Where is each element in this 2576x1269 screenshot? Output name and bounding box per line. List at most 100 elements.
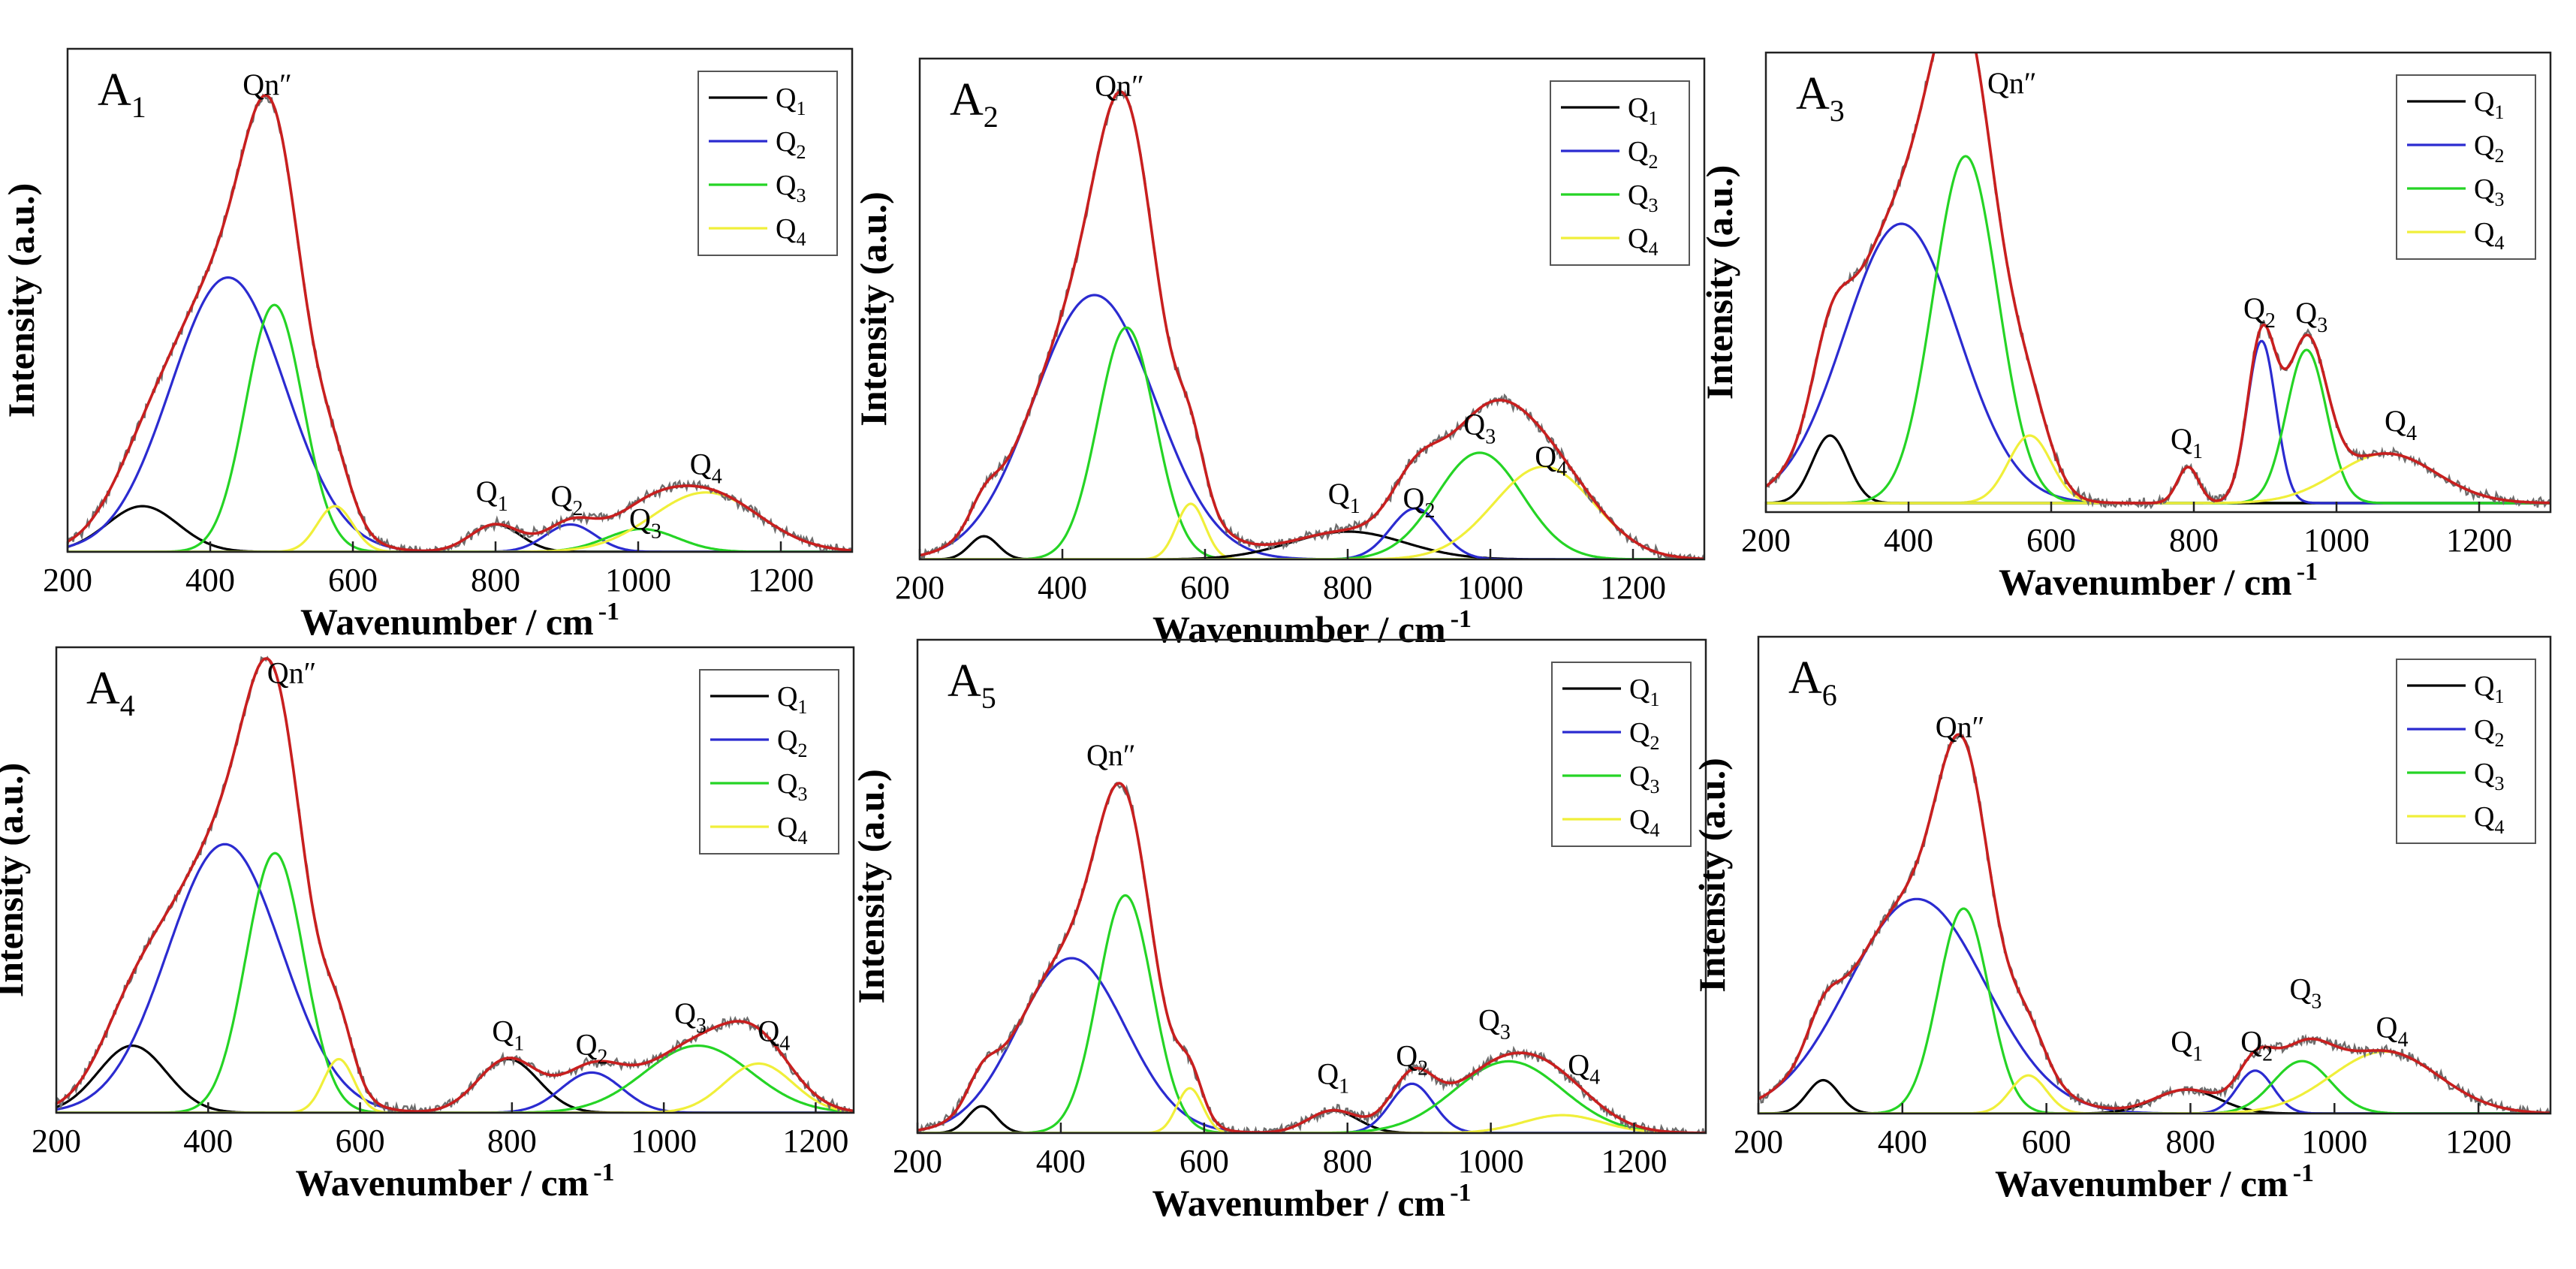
legend-label-q4: Q4 bbox=[1628, 223, 1658, 260]
peak-annotation-3: Q2 bbox=[551, 479, 583, 520]
peak-annotation-base: Q bbox=[2240, 1024, 2262, 1058]
peak-annotation-base: Q bbox=[551, 479, 573, 513]
x-tick-label-800: 800 bbox=[2169, 522, 2219, 559]
x-tick-label-200: 200 bbox=[43, 562, 92, 598]
peak-annotation-1: Qn″ bbox=[1936, 710, 1985, 743]
peak-component-q4-8 bbox=[920, 465, 1704, 559]
legend-label-base: Q bbox=[776, 170, 796, 201]
legend-label-q2: Q2 bbox=[776, 126, 806, 163]
peak-component-q3-7 bbox=[56, 1044, 854, 1113]
peak-component-q2-2 bbox=[917, 957, 1706, 1133]
legend-label-base: Q bbox=[1629, 674, 1650, 705]
peak-annotation-base: Q bbox=[758, 1014, 779, 1048]
peak-annotation-3: Q2 bbox=[1396, 1038, 1428, 1080]
legend-label-q4: Q4 bbox=[776, 213, 806, 250]
peak-annotation-3: Q2 bbox=[2243, 291, 2276, 333]
peak-annotation-4: Q3 bbox=[1478, 1003, 1511, 1044]
peak-annotation-subscript: 2 bbox=[1424, 499, 1435, 523]
x-tick-label-400: 400 bbox=[1036, 1143, 1086, 1180]
legend-label-subscript: 4 bbox=[2494, 232, 2504, 254]
peak-annotation-subscript: 3 bbox=[1500, 1021, 1511, 1044]
legend-label-subscript: 4 bbox=[1650, 819, 1659, 841]
cumulative-fit-line bbox=[1766, 53, 2550, 505]
x-tick-label-800: 800 bbox=[1323, 569, 1372, 606]
legend-label-q1: Q1 bbox=[777, 681, 807, 718]
legend-label-base: Q bbox=[2474, 801, 2494, 833]
legend-label-q4: Q4 bbox=[777, 812, 807, 849]
peak-annotation-subscript: 1 bbox=[1350, 495, 1360, 518]
x-axis-title-superscript: -1 bbox=[2293, 1159, 2314, 1187]
x-tick-label-1200: 1200 bbox=[782, 1123, 848, 1159]
x-tick-label-600: 600 bbox=[2022, 1123, 2071, 1160]
y-axis-title: Intensity (a.u.) bbox=[1691, 758, 1733, 993]
x-tick-label-600: 600 bbox=[328, 562, 378, 598]
legend-label-subscript: 2 bbox=[1650, 732, 1659, 754]
panel-label-subscript: 2 bbox=[984, 100, 999, 134]
legend-label-q3: Q3 bbox=[2474, 173, 2504, 210]
x-axis-title-main: Wavenumber / cm bbox=[1999, 561, 2292, 603]
legend-label-subscript: 1 bbox=[796, 98, 806, 119]
x-tick-label-200: 200 bbox=[1741, 522, 1791, 559]
x-tick-label-400: 400 bbox=[1884, 522, 1933, 559]
x-tick-label-800: 800 bbox=[471, 562, 520, 598]
legend-label-base: Q bbox=[2474, 671, 2494, 702]
x-axis-title-superscript: -1 bbox=[1451, 605, 1472, 633]
x-axis-title-main: Wavenumber / cm bbox=[1995, 1162, 2288, 1204]
peak-annotation-4: Q3 bbox=[1463, 407, 1496, 448]
peak-annotation-subscript: 2 bbox=[572, 497, 583, 520]
peak-annotation-base: Q bbox=[1396, 1038, 1418, 1072]
legend-label-subscript: 3 bbox=[796, 185, 806, 206]
legend-label-subscript: 3 bbox=[2494, 188, 2504, 210]
legend-label-subscript: 3 bbox=[797, 783, 807, 805]
x-tick-label-200: 200 bbox=[893, 1143, 942, 1180]
x-axis-title-superscript: -1 bbox=[1450, 1179, 1471, 1207]
peak-annotation-1: Qn″ bbox=[1987, 66, 2037, 100]
x-axis-title-main: Wavenumber / cm bbox=[1152, 608, 1446, 650]
peak-annotation-1: Qn″ bbox=[267, 656, 317, 690]
peak-annotation-base: Qn″ bbox=[267, 656, 317, 690]
panel-label: A5 bbox=[948, 656, 996, 715]
peak-annotation-base: Q bbox=[674, 996, 696, 1030]
chart-panel-3: 200 400 600 800 1000 1200 Wavenumber / cm -1 Int… bbox=[1698, 51, 2552, 603]
panel-label-subscript: 4 bbox=[120, 689, 135, 722]
peak-annotation-2: Q1 bbox=[2171, 1024, 2203, 1066]
peak-annotation-base: Q bbox=[2376, 1010, 2398, 1044]
legend-label-subscript: 3 bbox=[1650, 776, 1659, 797]
peak-annotation-subscript: 4 bbox=[1556, 457, 1567, 481]
legend-label-base: Q bbox=[2474, 173, 2494, 205]
legend-label-base: Q bbox=[1629, 717, 1650, 749]
legend-label-subscript: 4 bbox=[797, 827, 807, 849]
legend-label-base: Q bbox=[1628, 136, 1648, 167]
legend-label-base: Q bbox=[776, 83, 796, 114]
legend-label-subscript: 4 bbox=[796, 228, 806, 250]
y-axis-title: Intensity (a.u.) bbox=[0, 183, 42, 418]
legend-label-base: Q bbox=[776, 126, 796, 158]
legend-label-base: Q bbox=[1628, 92, 1648, 124]
plot-frame bbox=[1757, 635, 2552, 1115]
peak-annotation-1: Qn″ bbox=[1095, 68, 1144, 102]
legend-label-subscript: 1 bbox=[797, 696, 807, 718]
peak-annotation-base: Q bbox=[1463, 407, 1485, 441]
peak-annotation-subscript: 4 bbox=[1589, 1066, 1600, 1089]
peak-annotation-subscript: 2 bbox=[2265, 309, 2276, 333]
legend-label-q2: Q2 bbox=[2474, 714, 2504, 751]
peak-annotation-base: Q bbox=[2243, 291, 2265, 325]
plot-frame bbox=[55, 646, 855, 1114]
peak-component-q1-1 bbox=[56, 1044, 854, 1113]
panel-label-subscript: 3 bbox=[1830, 94, 1845, 128]
peak-annotation-base: Q bbox=[1535, 439, 1556, 473]
x-axis-title-superscript: -1 bbox=[2297, 558, 2318, 586]
y-axis-title: Intensity (a.u.) bbox=[850, 769, 892, 1004]
peak-annotation-5: Q4 bbox=[2376, 1010, 2409, 1051]
peak-annotation-base: Qn″ bbox=[1095, 68, 1144, 102]
legend-label-base: Q bbox=[777, 725, 797, 756]
x-tick-label-1000: 1000 bbox=[631, 1123, 697, 1159]
legend-label-q2: Q2 bbox=[1628, 136, 1658, 173]
peak-annotation-subscript: 1 bbox=[2192, 1042, 2203, 1066]
legend-box bbox=[697, 71, 838, 256]
y-axis-title: Intensity (a.u.) bbox=[0, 763, 31, 998]
plot-frame bbox=[918, 57, 1706, 561]
legend-label-subscript: 2 bbox=[2494, 145, 2504, 167]
chart-panel-5: 200 400 600 800 1000 1200 Wavenumber / cm -1 Int… bbox=[850, 638, 1707, 1224]
